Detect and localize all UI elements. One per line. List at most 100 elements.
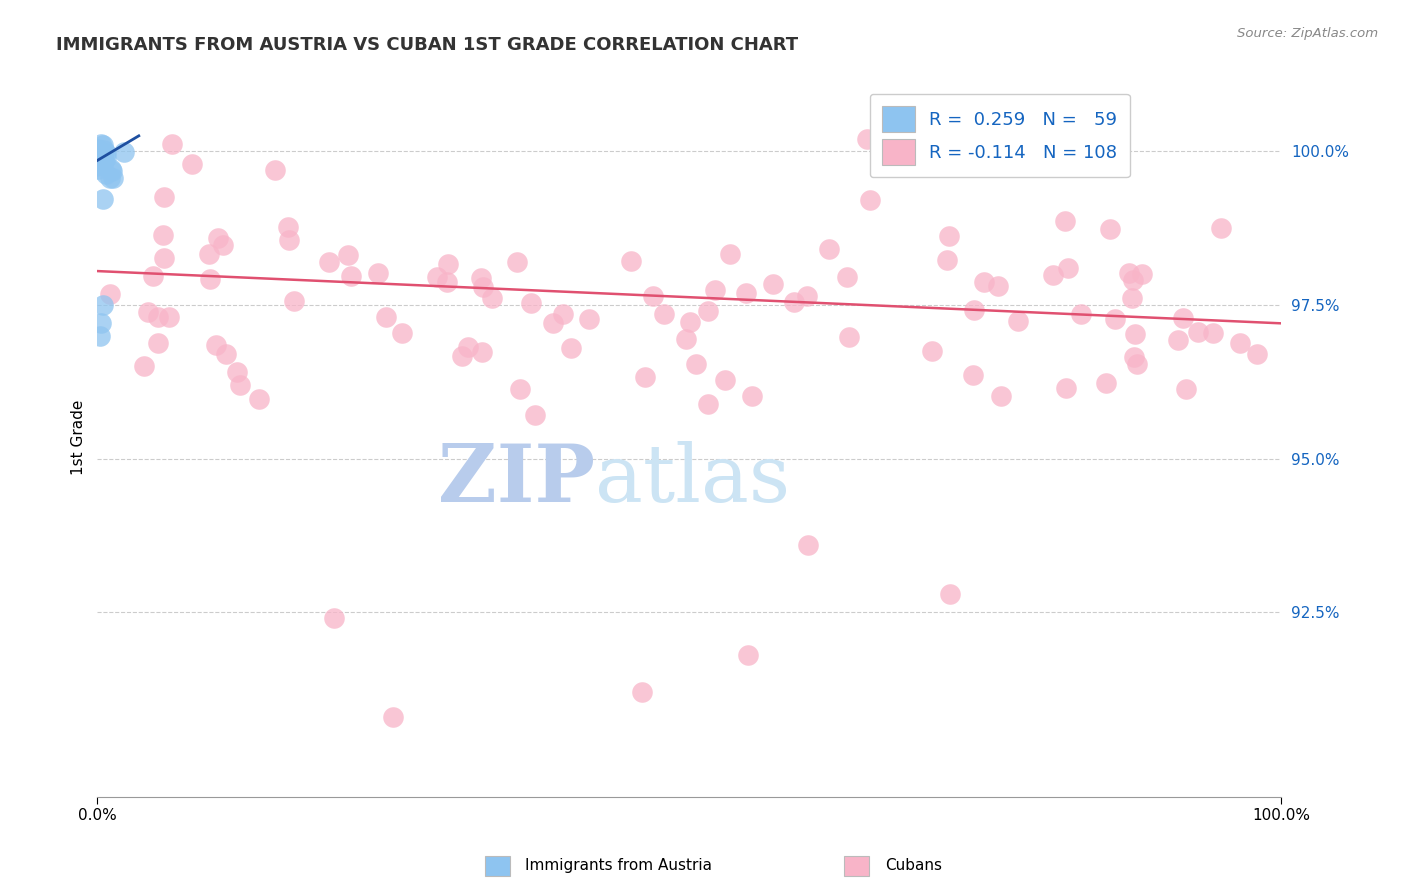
Point (89, 145, 111, 160)
Point (1053, 214, 1076, 228)
Point (90, 316, 112, 330)
Point (142, 268, 165, 283)
Point (437, 257, 460, 271)
Text: Source: ZipAtlas.com: Source: ZipAtlas.com (1237, 27, 1378, 40)
Point (318, 255, 340, 269)
Point (962, 368, 984, 382)
Point (1042, 268, 1064, 282)
Point (101, 171, 124, 186)
Point (87, 153, 110, 168)
Point (207, 230, 229, 244)
Point (1104, 312, 1126, 326)
Point (506, 254, 529, 268)
Point (796, 289, 818, 303)
Point (938, 228, 960, 243)
Point (229, 378, 252, 392)
Point (578, 312, 600, 326)
Point (87, 158, 110, 172)
Point (91, 298, 114, 312)
Point (1007, 314, 1029, 328)
Point (197, 247, 219, 261)
Point (148, 336, 170, 351)
Point (93, 143, 115, 157)
Point (132, 359, 155, 373)
Point (855, 132, 877, 146)
Point (1122, 273, 1144, 287)
Point (391, 326, 413, 341)
Point (225, 366, 247, 380)
Point (89, 143, 111, 157)
Point (87, 157, 110, 171)
Point (278, 233, 301, 247)
Point (87, 150, 110, 164)
Point (86, 146, 108, 161)
Point (1167, 334, 1189, 348)
Point (87, 155, 110, 169)
Point (838, 330, 860, 344)
Point (101, 163, 124, 178)
Point (1054, 381, 1077, 395)
Point (86, 156, 108, 170)
Point (247, 392, 270, 407)
Point (94, 145, 117, 160)
Text: atlas: atlas (595, 442, 790, 519)
Point (336, 248, 359, 262)
Point (1095, 376, 1118, 391)
Point (1229, 335, 1251, 350)
Point (1175, 382, 1198, 396)
Point (153, 190, 176, 204)
Point (98, 287, 121, 301)
Point (93, 148, 115, 162)
Point (91, 192, 114, 206)
Point (697, 304, 720, 318)
Point (450, 349, 472, 363)
Point (94, 151, 117, 165)
Point (457, 340, 479, 354)
Point (157, 310, 180, 325)
Point (89, 152, 111, 166)
Point (973, 275, 995, 289)
Point (481, 291, 503, 305)
Point (737, 648, 759, 663)
Point (86, 150, 108, 164)
Point (472, 280, 495, 294)
Point (1209, 221, 1232, 235)
Point (471, 345, 494, 359)
Point (735, 285, 758, 300)
Point (1171, 311, 1194, 326)
Point (818, 242, 841, 256)
Point (634, 370, 657, 384)
Point (264, 163, 287, 178)
Point (100, 161, 122, 176)
Point (87, 147, 110, 161)
Point (94, 167, 117, 181)
Point (91, 146, 114, 161)
Point (283, 293, 305, 308)
Text: Cubans: Cubans (886, 858, 942, 872)
Point (160, 137, 183, 152)
Point (509, 382, 531, 396)
Point (520, 296, 543, 310)
Point (704, 283, 727, 297)
Point (1118, 266, 1140, 280)
Point (921, 343, 943, 358)
Point (741, 389, 763, 403)
Point (987, 279, 1010, 293)
Point (1070, 307, 1092, 321)
Point (205, 338, 228, 352)
Point (87, 147, 110, 161)
Point (87, 153, 110, 168)
Point (620, 253, 643, 268)
Point (1187, 325, 1209, 339)
Point (1098, 221, 1121, 235)
Point (211, 238, 233, 252)
Point (89, 154, 111, 169)
Point (90, 136, 112, 151)
Point (783, 295, 806, 310)
Point (181, 156, 204, 170)
Point (718, 247, 741, 261)
Point (112, 145, 135, 160)
Point (89, 144, 111, 158)
Point (696, 396, 718, 410)
Point (87, 145, 110, 160)
